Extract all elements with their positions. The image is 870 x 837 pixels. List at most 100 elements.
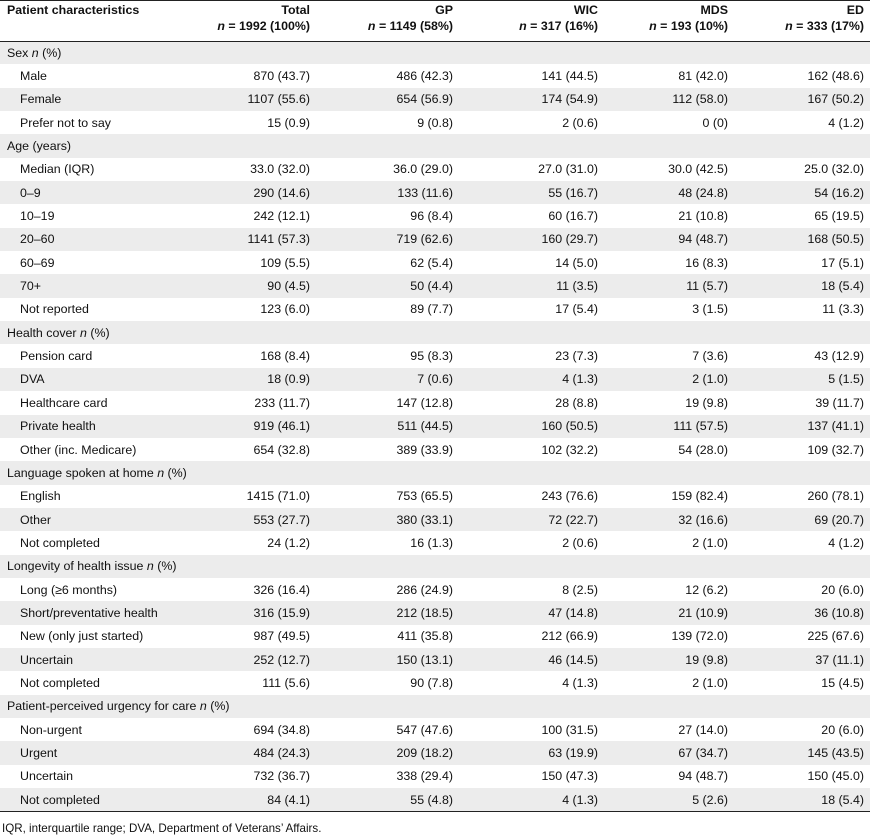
table-cell: 17 (5.4)	[555, 302, 598, 317]
table-cell: 17 (5.1)	[821, 255, 864, 270]
table-cell: 7 (3.6)	[692, 349, 728, 364]
table-cell: 133 (11.6)	[316, 181, 459, 205]
table-cell: 233 (11.7)	[254, 395, 310, 410]
table-cell: 411 (35.8)	[397, 629, 453, 644]
row-label: 60–69	[20, 255, 55, 270]
table-cell: 654 (32.8)	[253, 442, 310, 457]
table-cell: 286 (24.9)	[396, 582, 453, 597]
table-cell: 111 (57.5)	[604, 414, 734, 438]
table-cell: 60 (16.7)	[548, 209, 598, 224]
section-label-suffix: (%)	[86, 325, 110, 340]
table-cell: 5 (1.5)	[734, 367, 870, 392]
table-cell: 112 (58.0)	[604, 87, 734, 112]
section-label-n: n	[146, 559, 154, 574]
table-cell: 167 (50.2)	[734, 87, 870, 112]
section-label: Health cover n (%)	[0, 321, 870, 345]
table-row: 10–19 242 (12.1) 96 (8.4) 60 (16.7) 21 (10.8…	[0, 204, 870, 227]
table-cell: 33.0 (32.0)	[250, 162, 310, 177]
table-cell: 102 (32.2)	[541, 442, 598, 457]
table-cell: 7 (0.6)	[316, 367, 459, 392]
table-header: Patient characteristics Total n = 1992 (1…	[0, 0, 870, 41]
section-label-n: n	[157, 465, 165, 480]
table-cell: 987 (49.5)	[253, 629, 310, 644]
table-cell: 147 (12.8)	[396, 395, 453, 410]
table-cell: 18 (5.4)	[734, 788, 870, 812]
table-cell: 37 (11.1)	[734, 647, 870, 672]
table-cell: 389 (33.9)	[396, 442, 453, 457]
row-label: Not completed	[20, 535, 100, 550]
section-label: Patient-perceived urgency for care n (%)	[0, 694, 870, 718]
table-cell: 753 (65.5)	[396, 489, 453, 504]
header-total: Total n = 1992 (100%)	[217, 3, 310, 33]
table-cell: 47 (14.8)	[459, 601, 604, 625]
table-row: Healthcare card 233 (11.7) 147 (12.8) 28 (8…	[0, 391, 870, 414]
table-cell: 109 (5.5)	[260, 255, 310, 270]
row-label: Female	[0, 87, 202, 112]
table-cell: 732 (36.7)	[253, 769, 310, 784]
table-cell: 139 (72.0)	[671, 629, 728, 644]
table-cell: 694 (34.8)	[253, 722, 310, 737]
table-cell: 150 (45.0)	[807, 769, 864, 784]
table-cell: 89 (7.7)	[410, 302, 453, 317]
table-cell: 252 (12.7)	[202, 647, 316, 672]
table-cell: 719 (62.6)	[316, 227, 459, 252]
table-cell: 2 (0.6)	[562, 115, 598, 130]
table-row: Other 553 (27.7) 380 (33.1) 72 (22.7) 32 (16…	[0, 507, 870, 532]
table-row: DVA 18 (0.9) 7 (0.6) 4 (1.3) 2 (1.0) 5 (1.5)	[0, 367, 870, 392]
table-cell: 55 (4.8)	[316, 788, 459, 812]
table-cell: 27 (14.0)	[678, 722, 728, 737]
table-cell: 11 (5.7)	[604, 274, 734, 298]
table-row: Urgent 484 (24.3) 209 (18.2) 63 (19.9) 67 (3…	[0, 741, 870, 765]
table-cell: 4 (1.2)	[828, 115, 864, 130]
table-row: Pension card 168 (8.4) 95 (8.3) 23 (7.3) 7 (…	[0, 344, 870, 367]
header-wic: WIC n = 317 (16%)	[519, 3, 598, 33]
table-cell: 4 (1.3)	[562, 675, 598, 690]
bottom-rule	[0, 811, 870, 813]
header-row: Patient characteristics Total n = 1992 (1…	[0, 0, 870, 41]
section-label-text: Sex	[7, 45, 32, 60]
table-cell: 2 (0.6)	[562, 535, 598, 550]
section-label: Longevity of health issue n (%)	[0, 554, 870, 578]
table-cell: 484 (24.3)	[202, 741, 316, 765]
section-label-text: Health cover	[7, 325, 81, 340]
row-label: Uncertain	[0, 647, 202, 672]
section-label-suffix: (%)	[164, 465, 187, 480]
table-cell: 150 (13.1)	[316, 647, 459, 672]
table-cell: 15 (4.5)	[821, 675, 864, 690]
table-cell: 14 (5.0)	[555, 255, 598, 270]
row-label: English	[20, 489, 61, 504]
table-row: Other (inc. Medicare) 654 (32.8) 389 (33.9…	[0, 438, 870, 461]
row-label: Urgent	[0, 741, 202, 765]
table-cell: 290 (14.6)	[202, 181, 316, 205]
row-label: Not reported	[20, 302, 89, 317]
row-label: Non-urgent	[20, 722, 82, 737]
table-cell: 8 (2.5)	[562, 582, 598, 597]
top-rule	[0, 0, 870, 1]
table-row: Prefer not to say 15 (0.9) 9 (0.8) 2 (0.6) 0…	[0, 111, 870, 134]
row-label: Male	[20, 69, 47, 84]
table-cell: 553 (27.7)	[202, 507, 316, 532]
table-row: Not reported 123 (6.0) 89 (7.7) 17 (5.4) 3 (…	[0, 298, 870, 321]
table-cell: 36.0 (29.0)	[393, 162, 453, 177]
row-label: Prefer not to say	[20, 115, 111, 130]
section-label-n: n	[80, 325, 87, 340]
table-cell: 25.0 (32.0)	[804, 162, 864, 177]
row-label: Healthcare card	[20, 395, 108, 410]
table-cell: 225 (67.6)	[807, 629, 864, 644]
table-cell: 3 (1.5)	[692, 302, 728, 317]
patient-characteristics-table: Patient characteristics Total n = 1992 (1…	[0, 0, 870, 812]
table-cell: 11 (3.5)	[459, 274, 604, 298]
table-cell: 95 (8.3)	[410, 349, 453, 364]
table-cell: 24 (1.2)	[267, 535, 310, 550]
table-cell: 1415 (71.0)	[246, 489, 310, 504]
row-label: Not completed	[20, 675, 100, 690]
table-cell: 486 (42.3)	[396, 69, 453, 84]
table-cell: 27.0 (31.0)	[538, 162, 598, 177]
table-cell: 16 (1.3)	[410, 535, 453, 550]
table-cell: 21 (10.9)	[604, 601, 734, 625]
table-cell: 72 (22.7)	[459, 507, 604, 532]
table-cell: 81 (42.0)	[678, 69, 728, 84]
table-cell: 4 (1.3)	[459, 367, 604, 392]
table-cell: 547 (47.6)	[396, 722, 453, 737]
